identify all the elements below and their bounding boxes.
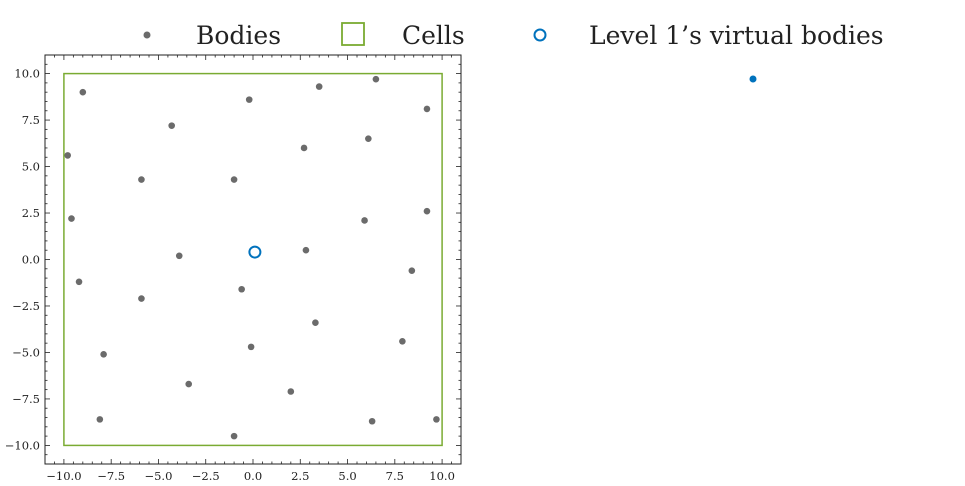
body-point	[230, 176, 238, 183]
x-tick-label: −5.0	[144, 469, 172, 483]
y-tick-label: 10.0	[14, 67, 40, 81]
body-point	[185, 380, 193, 388]
body-point	[245, 96, 253, 103]
cell-rect	[63, 72, 443, 447]
body-point	[68, 215, 75, 222]
virtual-body-point	[248, 245, 262, 259]
virtual-body-annotation-marker	[749, 75, 757, 83]
body-point	[79, 88, 87, 96]
axis-ticks	[44, 54, 462, 465]
body-point	[175, 252, 183, 260]
cells-layer	[63, 72, 443, 447]
y-tick-label: −10.0	[5, 438, 40, 452]
body-point	[230, 432, 238, 440]
legend-label-virtual-bodies: Level 1’s virtual bodies	[589, 21, 884, 50]
body-point	[138, 176, 145, 183]
y-tick-label: 5.0	[22, 160, 40, 174]
body-point	[287, 388, 295, 395]
x-tick-label: 7.5	[386, 469, 404, 483]
body-point	[433, 416, 440, 423]
body-point	[399, 338, 406, 345]
body-point	[372, 75, 380, 83]
y-tick-label: −5.0	[12, 345, 40, 359]
body-point	[315, 83, 323, 90]
x-tick-label: 2.5	[291, 469, 309, 483]
body-point	[168, 122, 175, 129]
body-point	[423, 105, 431, 113]
x-tick-label: −10.0	[46, 469, 81, 483]
y-tick-label: 7.5	[22, 113, 40, 127]
virtual-bodies-layer	[248, 245, 262, 259]
body-point	[302, 246, 310, 254]
x-tick-label: −2.5	[192, 469, 220, 483]
y-tick-label: 2.5	[22, 206, 40, 220]
axis-tick-labels: −10.0 −7.5 −5.0 −2.5 0.0 2.5 5.0 7.5 10.0 −10.0 −7…	[5, 67, 455, 483]
legend-marker-cells	[341, 22, 365, 46]
bodies-layer	[64, 75, 440, 440]
x-tick-label: 10.0	[429, 469, 455, 483]
body-point	[100, 351, 107, 358]
body-point	[64, 152, 71, 159]
y-tick-label: −2.5	[12, 299, 40, 313]
body-point	[300, 144, 308, 152]
legend-label-bodies: Bodies	[196, 21, 281, 50]
plot-area: −10.0 −7.5 −5.0 −2.5 0.0 2.5 5.0 7.5 10.0 −10.0 −7…	[5, 54, 462, 483]
x-tick-label: 5.0	[338, 469, 356, 483]
x-tick-label: 0.0	[244, 469, 262, 483]
body-point	[408, 267, 416, 274]
body-point	[138, 295, 145, 302]
legend: Bodies Cells Level 1’s virtual bodies	[143, 21, 884, 50]
y-tick-label: −7.5	[12, 392, 40, 406]
y-tick-label: 0.0	[22, 253, 40, 267]
body-point	[96, 416, 104, 423]
legend-marker-bodies	[143, 31, 151, 39]
body-point	[312, 319, 319, 327]
body-point	[238, 285, 245, 293]
body-point	[247, 343, 255, 351]
body-point	[365, 135, 372, 142]
body-point	[423, 207, 431, 215]
body-point	[361, 217, 368, 224]
legend-marker-virtual-bodies	[533, 28, 547, 42]
axes-frame	[44, 54, 462, 465]
body-point	[368, 417, 376, 425]
x-tick-label: −7.5	[97, 469, 125, 483]
legend-label-cells: Cells	[402, 21, 465, 50]
body-point	[75, 278, 83, 286]
